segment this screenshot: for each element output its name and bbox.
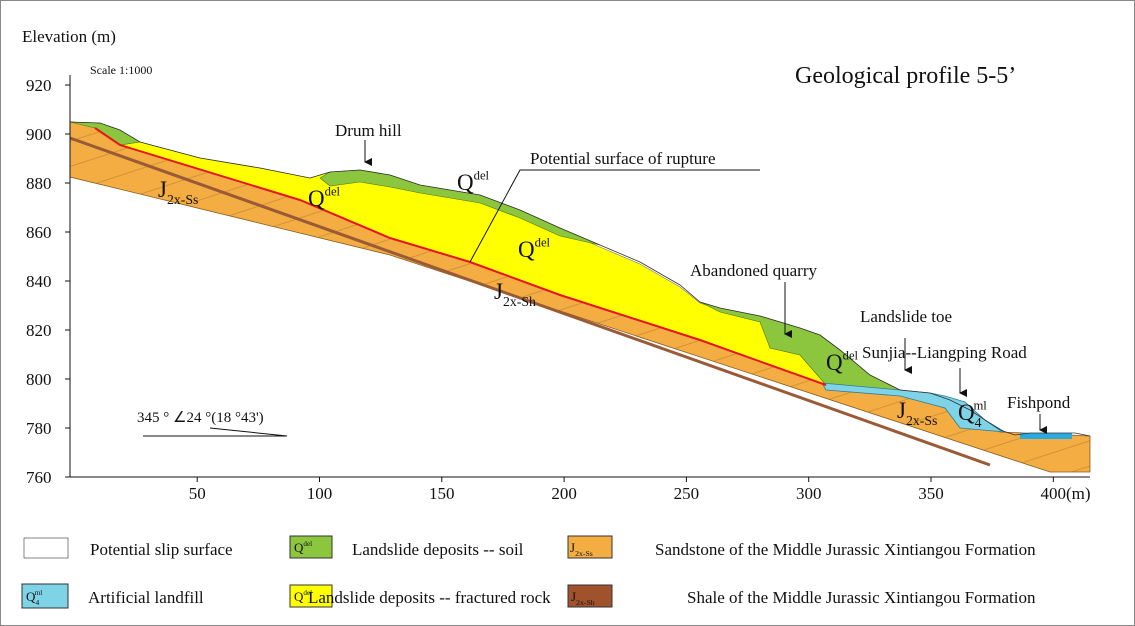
- unit-base: J: [897, 398, 906, 423]
- annotation: Potential surface of rupture: [530, 149, 716, 168]
- orientation: 345 ° ∠24 °(18 °43'): [137, 410, 264, 426]
- x-tick-label: 400: [1041, 484, 1067, 503]
- unit-sub: 2x-Ss: [906, 413, 937, 428]
- legend-swatch: [567, 535, 613, 559]
- y-tick-label: 880: [26, 174, 52, 193]
- legend-label: Shale of the Middle Jurassic Xintiangou …: [687, 588, 1036, 607]
- x-tick-label: 200: [551, 484, 577, 503]
- unit-sub: 2x-Sh: [576, 598, 595, 607]
- annotation: Landslide toe: [860, 307, 952, 326]
- unit-base: Q: [518, 237, 535, 262]
- y-tick-label: 800: [26, 370, 52, 389]
- slip-surface: [94, 127, 827, 386]
- title: Geological profile 5-5’: [795, 63, 1016, 89]
- x-tick-label: 350: [918, 484, 944, 503]
- y-tick-label: 900: [26, 125, 52, 144]
- legend-symbol: Qdel: [294, 589, 312, 604]
- x-tick-label: 50: [189, 484, 206, 503]
- annotation: Drum hill: [335, 121, 402, 140]
- x-tick-label: 100: [307, 484, 333, 503]
- unit-sup: ml: [35, 589, 43, 597]
- annotation: Sunjia--Liangping Road: [862, 343, 1027, 362]
- unit-sup: del: [303, 540, 312, 548]
- y-tick-label: 840: [26, 272, 52, 291]
- legend-swatch: [289, 535, 333, 559]
- unit-sub: 4: [975, 415, 982, 430]
- hatching: [70, 122, 1090, 472]
- unit-base: J: [571, 589, 576, 604]
- unit-base: Q: [826, 350, 843, 375]
- unit-base: J: [158, 177, 167, 202]
- ground-surface: [69, 121, 1091, 437]
- annotation: Abandoned quarry: [690, 261, 817, 280]
- unit-label: Q4 ml: [958, 399, 987, 430]
- unit-sub: 2x-Ss: [575, 549, 593, 558]
- unit-base: Q: [26, 589, 36, 604]
- leader-line: [469, 169, 760, 263]
- annotation: Fishpond: [1007, 393, 1071, 412]
- x-tick-label: 250: [674, 484, 700, 503]
- unit-base: Q: [294, 540, 304, 555]
- unit-label: J2x-Sh: [494, 279, 536, 309]
- scale: Scale 1:1000: [90, 63, 152, 77]
- legend-swatch: [23, 537, 69, 559]
- unit-label: J2x-Ss: [897, 398, 937, 428]
- unit-base: J: [570, 540, 575, 555]
- unit-base: Q: [294, 589, 304, 604]
- unit-label: Qdel: [518, 236, 551, 262]
- unit-sub: 4: [35, 598, 39, 607]
- legend-swatches: [21, 535, 613, 609]
- unit-sub: 2x-Sh: [503, 294, 536, 309]
- unit-label: J2x-Ss: [158, 177, 198, 207]
- shale-layer: [69, 136, 991, 467]
- legend-swatch: [289, 584, 333, 608]
- y-tick-label: 860: [26, 223, 52, 242]
- legend-label: Artificial landfill: [88, 588, 204, 607]
- unit-sup: del: [303, 589, 312, 597]
- legend-label: Potential slip surface: [90, 540, 233, 559]
- legend-swatch: [21, 583, 69, 609]
- legend-symbol: Q4ml: [26, 589, 42, 607]
- fishpond: [1020, 433, 1072, 439]
- x-tick-label: 300: [796, 484, 822, 503]
- y-tick-label: 780: [26, 419, 52, 438]
- unit-base: Q: [958, 400, 975, 425]
- unit-sup: del: [535, 236, 551, 250]
- unit-base: J: [494, 279, 503, 304]
- legend-symbol: J2x-Sh: [571, 589, 595, 607]
- legend-symbol: J2x-Ss: [570, 540, 593, 558]
- unit-sup: del: [325, 185, 341, 199]
- unit-sup: del: [843, 349, 859, 363]
- unit-sup: del: [474, 169, 490, 183]
- x-axis-label: (m): [1066, 484, 1091, 503]
- legend-symbol: Qdel: [294, 540, 312, 555]
- unit-sub: 2x-Ss: [167, 192, 198, 207]
- legend-label: Landslide deposits -- fractured rock: [308, 588, 551, 607]
- section: [69, 121, 1091, 473]
- unit-label: Qdel: [457, 169, 490, 195]
- unit-label: Qdel: [826, 349, 859, 375]
- orientation-line: [209, 427, 288, 437]
- y-tick-label: 920: [26, 76, 52, 95]
- legend-label: Landslide deposits -- soil: [352, 540, 524, 559]
- unit-base: Q: [457, 170, 474, 195]
- unit-base: Q: [308, 186, 325, 211]
- legend-swatch: [567, 584, 613, 608]
- y-tick-label: 820: [26, 321, 52, 340]
- x-tick-label: 150: [429, 484, 455, 503]
- y-axis-label: Elevation (m): [22, 27, 116, 46]
- y-tick-label: 760: [26, 468, 52, 487]
- unit-sup: ml: [973, 399, 987, 413]
- legend-label: Sandstone of the Middle Jurassic Xintian…: [655, 540, 1036, 559]
- unit-label: Qdel: [308, 185, 341, 211]
- leaders: [143, 140, 1047, 437]
